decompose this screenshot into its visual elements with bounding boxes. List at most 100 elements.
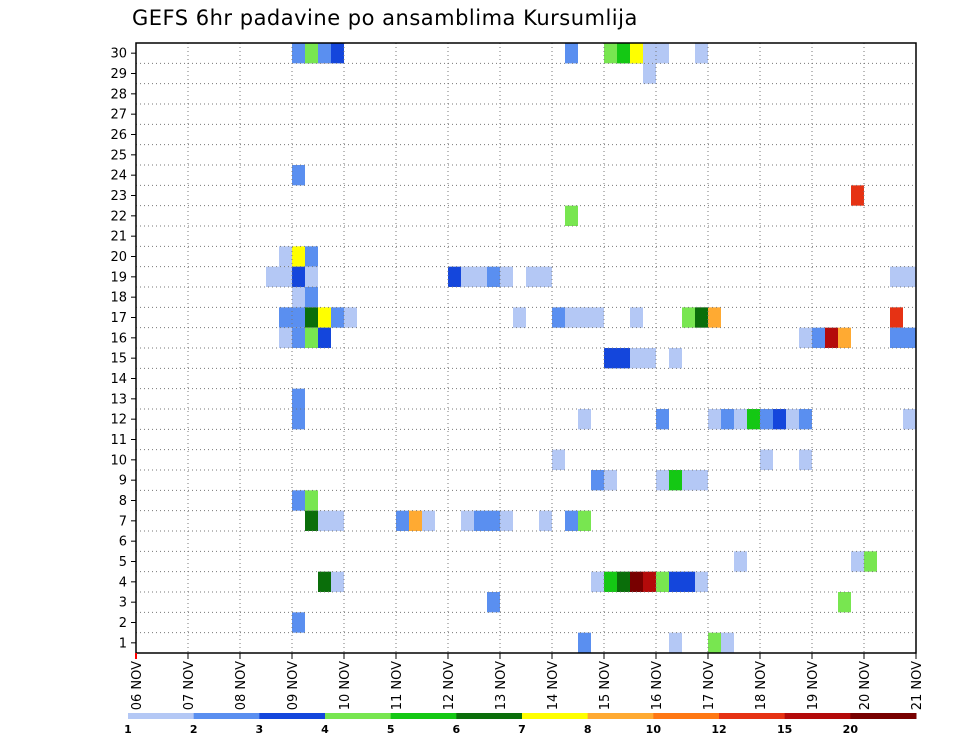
heatmap-cell <box>292 327 305 348</box>
heatmap-cell <box>786 409 799 430</box>
heatmap-cell <box>799 327 812 348</box>
heatmap-cell <box>487 510 500 531</box>
legend-swatch <box>456 713 523 719</box>
heatmap-cell <box>890 307 903 328</box>
x-tick-label: 12 NOV <box>442 661 457 710</box>
y-tick-label: 7 <box>119 514 127 529</box>
heatmap-cell <box>656 43 669 64</box>
heatmap-cell <box>305 490 318 511</box>
y-tick-label: 17 <box>110 311 127 326</box>
heatmap-cell <box>331 43 344 64</box>
y-tick-label: 9 <box>119 474 127 489</box>
heatmap-cell <box>604 348 617 369</box>
legend-swatch <box>653 713 720 719</box>
y-tick-label: 20 <box>110 250 127 265</box>
x-tick-label: 13 NOV <box>494 661 509 710</box>
heatmap-cell <box>812 327 825 348</box>
heatmap-cell <box>903 409 916 430</box>
heatmap-cell <box>305 266 318 287</box>
heatmap-cell <box>890 266 903 287</box>
heatmap-cell <box>669 348 682 369</box>
heatmap-cell <box>890 327 903 348</box>
heatmap-cell <box>461 266 474 287</box>
heatmap-cell <box>851 551 864 572</box>
y-tick-label: 14 <box>110 372 127 387</box>
heatmap-cell <box>656 409 669 430</box>
y-tick-label: 18 <box>110 291 127 306</box>
heatmap-cell <box>305 246 318 267</box>
heatmap-cell <box>461 510 474 531</box>
heatmap-cell <box>695 43 708 64</box>
y-tick-label: 16 <box>110 331 127 346</box>
legend-label: 20 <box>843 723 859 736</box>
heatmap-cell <box>500 266 513 287</box>
y-tick-label: 28 <box>110 87 127 102</box>
heatmap-cell <box>292 165 305 186</box>
y-tick-label: 6 <box>119 535 127 550</box>
heatmap-cell <box>591 307 604 328</box>
heatmap-cell <box>903 327 916 348</box>
x-tick-label: 17 NOV <box>702 661 717 710</box>
heatmap-cell <box>279 327 292 348</box>
legend-label: 3 <box>256 723 264 736</box>
heatmap-cell <box>513 307 526 328</box>
heatmap-cell <box>318 327 331 348</box>
y-tick-label: 25 <box>110 148 127 163</box>
y-tick-label: 5 <box>119 555 127 570</box>
heatmap-cell <box>500 510 513 531</box>
heatmap-cell <box>578 632 591 653</box>
heatmap-cell <box>526 266 539 287</box>
y-tick-label: 26 <box>110 128 127 143</box>
heatmap-cell <box>630 307 643 328</box>
heatmap-cell <box>643 63 656 84</box>
y-tick-label: 29 <box>110 67 127 82</box>
legend-swatch <box>128 713 195 719</box>
heatmap-cell <box>292 266 305 287</box>
heatmap-cell <box>292 490 305 511</box>
legend-label: 15 <box>777 723 792 736</box>
heatmap-cell <box>292 612 305 633</box>
heatmap-cell <box>292 409 305 430</box>
heatmap-cell <box>682 470 695 491</box>
heatmap-cell <box>604 470 617 491</box>
heatmap-cell <box>578 409 591 430</box>
heatmap-cell <box>318 307 331 328</box>
ticks-layer: 1234567891011121314151617181920212223242… <box>110 47 925 711</box>
heatmap-cell <box>448 266 461 287</box>
heatmap-cell <box>565 43 578 64</box>
heatmap-cell <box>734 409 747 430</box>
heatmap-cell <box>552 449 565 470</box>
heatmap-cell <box>578 307 591 328</box>
heatmap-cell <box>708 632 721 653</box>
heatmap-cell <box>422 510 435 531</box>
heatmap-cell <box>539 266 552 287</box>
heatmap-cell <box>695 470 708 491</box>
heatmap-cell <box>656 470 669 491</box>
y-tick-label: 22 <box>110 209 127 224</box>
heatmap-cell <box>292 246 305 267</box>
x-tick-label: 15 NOV <box>598 661 613 710</box>
heatmap-cell <box>643 348 656 369</box>
heatmap-cell <box>903 266 916 287</box>
heatmap-cell <box>487 266 500 287</box>
heatmap-cell <box>331 571 344 592</box>
legend-swatch <box>784 713 851 719</box>
heatmap-cell <box>396 510 409 531</box>
heatmap-cell <box>773 409 786 430</box>
legend-label: 10 <box>646 723 662 736</box>
y-tick-label: 1 <box>119 636 127 651</box>
x-tick-label: 06 NOV <box>130 661 145 710</box>
heatmap-cell <box>552 307 565 328</box>
heatmap-cell <box>838 592 851 613</box>
heatmap-cell <box>838 327 851 348</box>
heatmap-cell <box>734 551 747 572</box>
legend-swatch <box>193 713 260 719</box>
x-tick-label: 07 NOV <box>182 661 197 710</box>
x-tick-label: 16 NOV <box>650 661 665 710</box>
legend-swatch <box>325 713 392 719</box>
heatmap-cell <box>474 266 487 287</box>
heatmap-cell <box>279 307 292 328</box>
x-tick-label: 11 NOV <box>390 661 405 710</box>
heatmap-cell <box>682 307 695 328</box>
